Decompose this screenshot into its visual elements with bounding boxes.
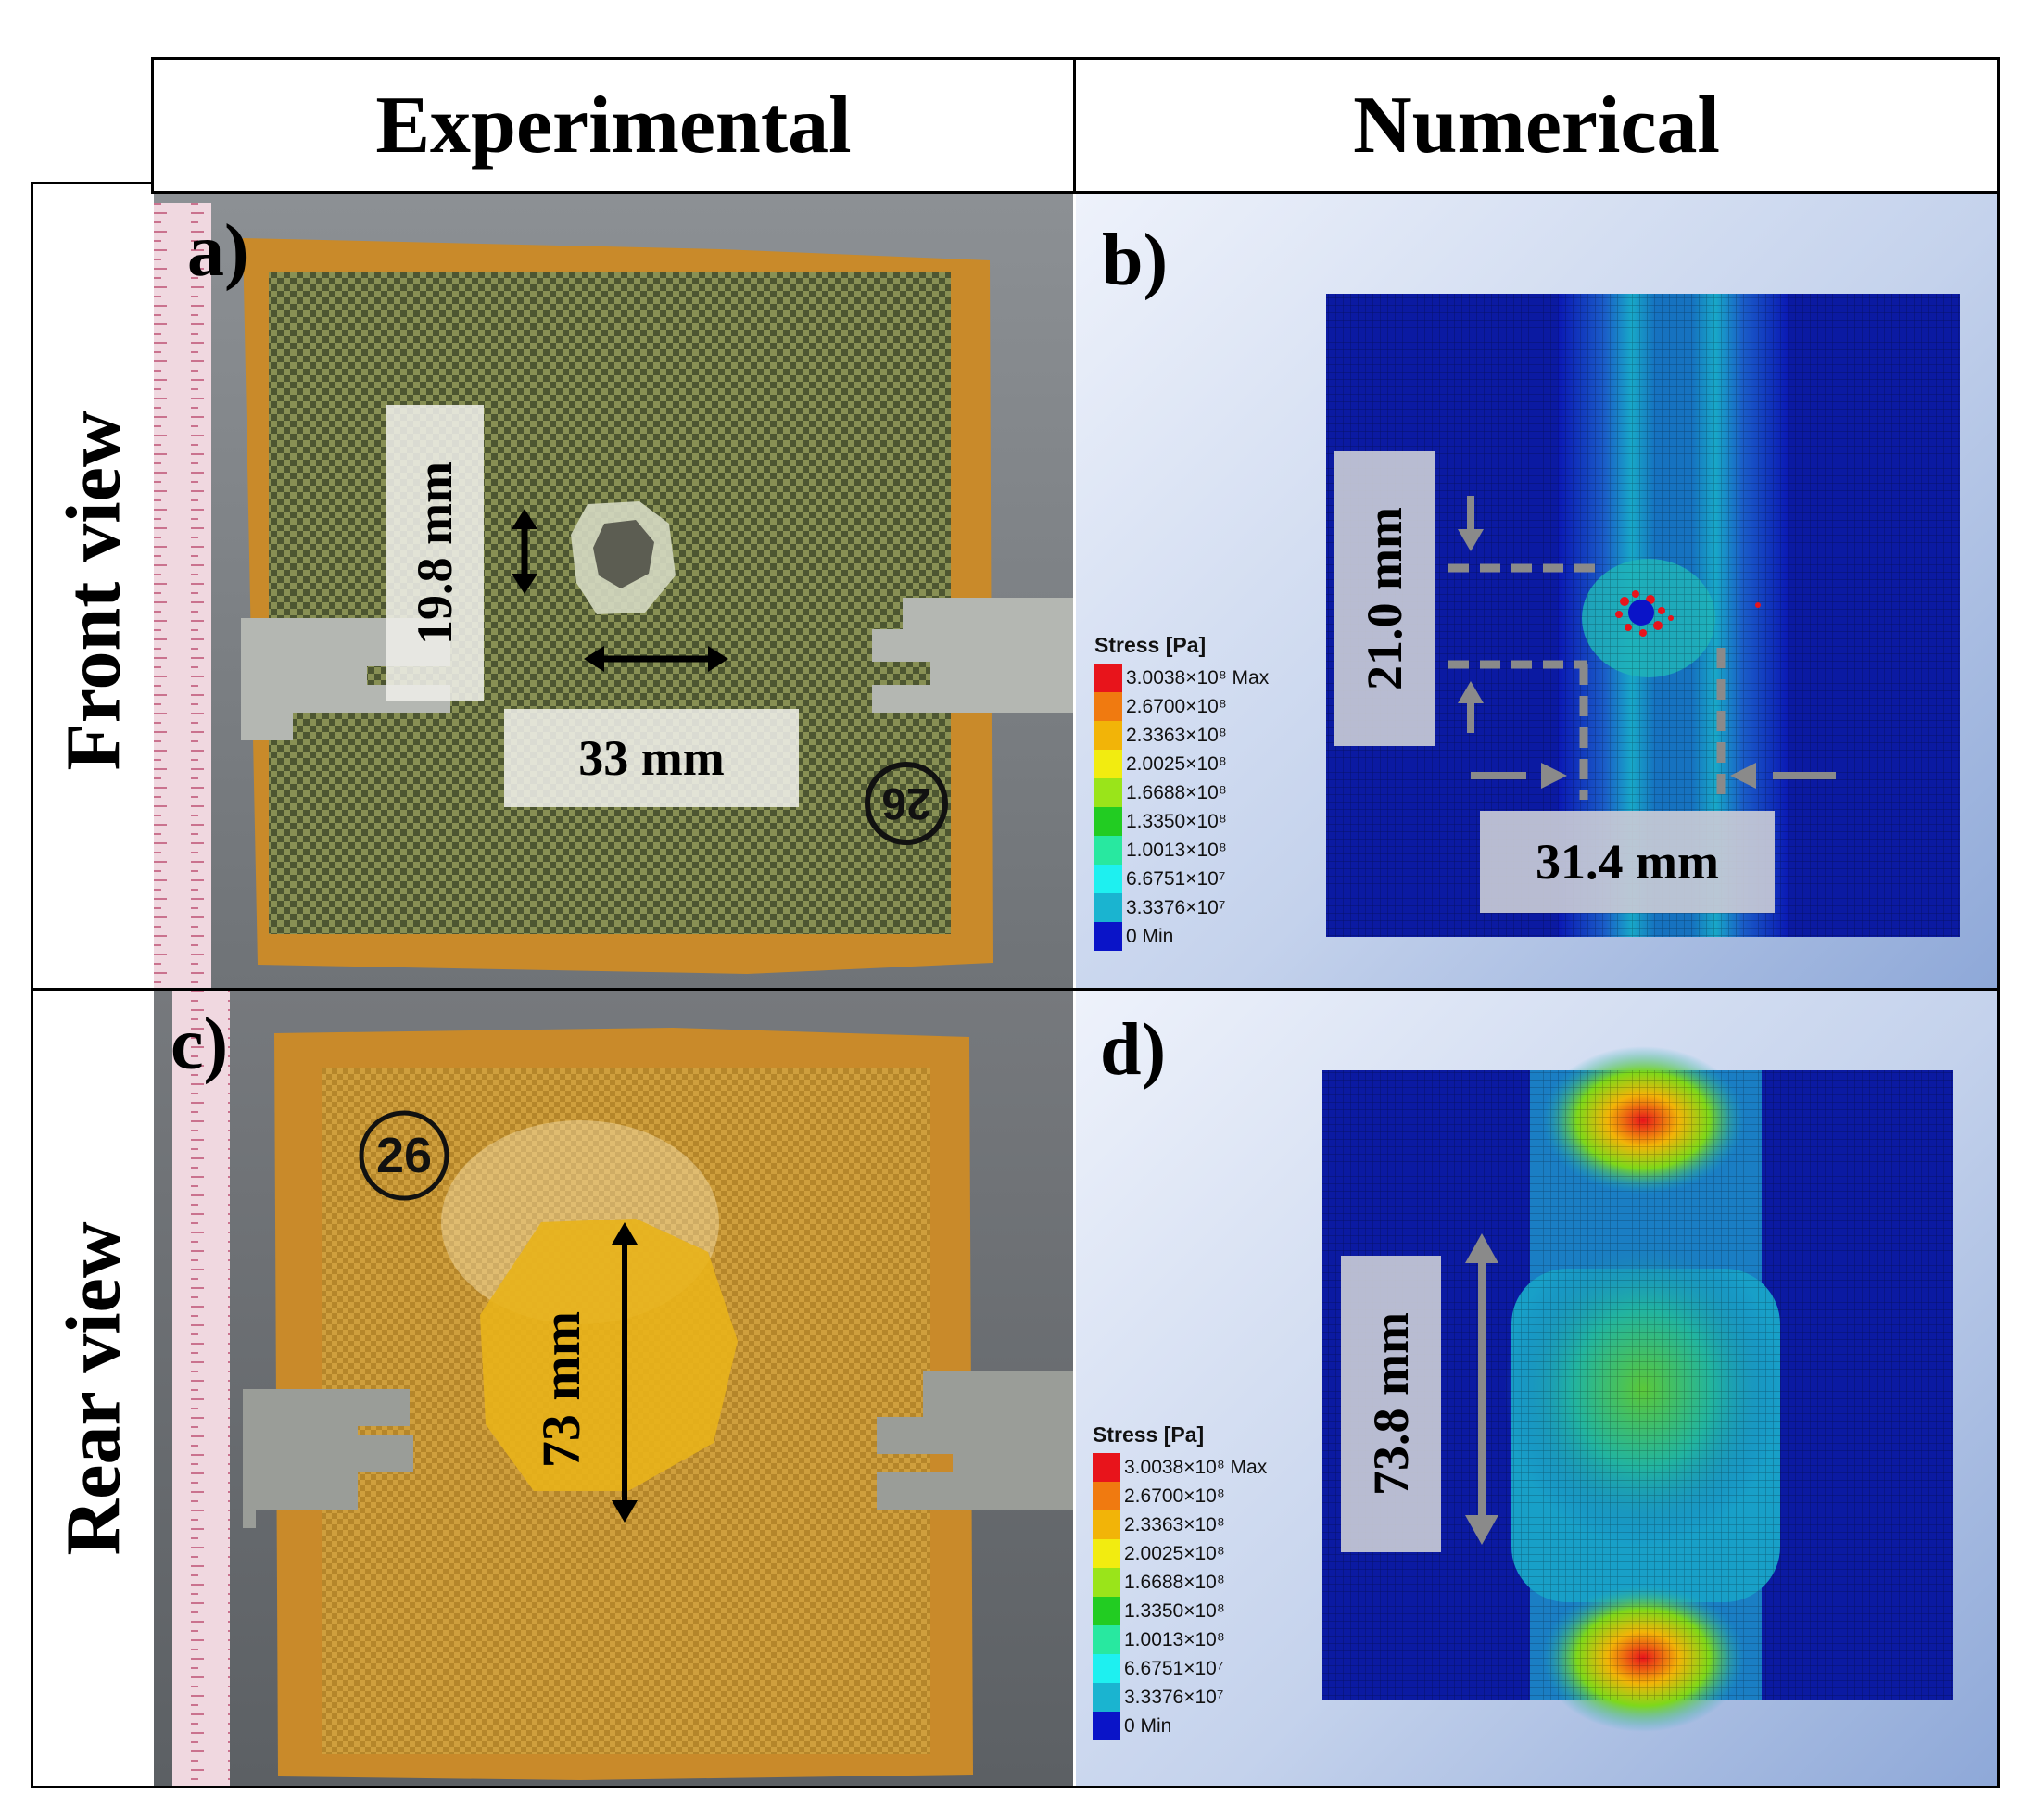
legend-row: 6.6751×10⁷ [1094, 865, 1269, 893]
legend-value: 0 Min [1124, 1714, 1172, 1737]
legend-value: 6.6751×10⁷ [1124, 1657, 1224, 1679]
legend-swatch [1093, 1625, 1120, 1654]
legend-swatch [1094, 778, 1122, 807]
legend-swatch [1094, 664, 1122, 692]
legend-value: 2.3363×10⁸ [1124, 1513, 1225, 1536]
legend-row: 2.3363×10⁸ [1094, 721, 1269, 750]
legend-swatch [1093, 1683, 1120, 1712]
column-header-numerical: Numerical [1353, 81, 1720, 171]
grid-line [151, 57, 154, 192]
measurement-vertical-b: 21.0 mm [1334, 451, 1435, 746]
panel-label-c: c) [171, 1004, 229, 1085]
grid-line [1073, 57, 1076, 192]
panel-b: b) 21.0 mm 31.4 mm Stress [Pa] 3.0038×10… [1076, 194, 1997, 988]
panel-c: 26 c) 73 mm [154, 991, 1073, 1786]
legend-swatch [1093, 1597, 1120, 1625]
legend-swatch [1094, 893, 1122, 922]
legend-row: 0 Min [1093, 1712, 1267, 1740]
specimen-number-mark: 26 [881, 778, 931, 828]
legend-value: 1.0013×10⁸ [1126, 839, 1227, 861]
legend-value: 1.6688×10⁸ [1124, 1571, 1225, 1593]
legend-value: 2.3363×10⁸ [1126, 724, 1227, 746]
row-header-front-cell: Front view [33, 194, 154, 988]
legend-swatch [1093, 1654, 1120, 1683]
legend-value: 0 Min [1126, 925, 1174, 947]
front-stress-contour [1326, 294, 1960, 937]
measurement-vertical-a: 19.8 mm [386, 405, 484, 701]
legend-swatch [1094, 692, 1122, 721]
legend-value: 6.6751×10⁷ [1126, 867, 1226, 890]
column-header-experimental: Experimental [375, 81, 852, 171]
grid-line [31, 182, 33, 1788]
measurement-horizontal-b: 31.4 mm [1480, 811, 1775, 913]
rear-specimen-photo [172, 991, 1073, 1786]
legend-value: 2.0025×10⁸ [1126, 752, 1227, 775]
legend-title: Stress [Pa] [1093, 1422, 1205, 1447]
legend-swatch [1094, 922, 1122, 951]
specimen-number-mark: 26 [375, 1128, 433, 1183]
grid-line [31, 182, 154, 184]
grid-line [151, 191, 1999, 194]
legend-swatch [1093, 1453, 1120, 1482]
stress-legend-b: Stress [Pa] 3.0038×10⁸ Max 2.6700×10⁸ 2.… [1094, 633, 1269, 951]
measurement-horizontal-a: 33 mm [504, 709, 799, 807]
legend-row: 2.3363×10⁸ [1093, 1510, 1267, 1539]
row-header-rear-cell: Rear view [33, 991, 154, 1786]
legend-value: 3.0038×10⁸ Max [1126, 666, 1270, 689]
legend-swatch [1093, 1539, 1120, 1568]
legend-row: 0 Min [1094, 922, 1269, 951]
legend-value: 3.3376×10⁷ [1126, 896, 1226, 918]
grid-line [1997, 57, 2000, 1788]
rear-stress-contour [1322, 1046, 1953, 1732]
legend-row: 1.0013×10⁸ [1094, 836, 1269, 865]
legend-title: Stress [Pa] [1094, 633, 1207, 657]
legend-swatch [1093, 1482, 1120, 1510]
legend-swatch [1094, 807, 1122, 836]
legend-row: 1.3350×10⁸ [1093, 1597, 1267, 1625]
front-specimen-photo [154, 203, 1073, 988]
grid-line [31, 1786, 1999, 1788]
stress-legend-d: Stress [Pa] 3.0038×10⁸ Max 2.6700×10⁸ 2.… [1093, 1422, 1267, 1740]
panel-label-d: d) [1100, 1009, 1167, 1091]
legend-row: 3.3376×10⁷ [1094, 893, 1269, 922]
legend-row: 3.3376×10⁷ [1093, 1683, 1267, 1712]
legend-value: 1.6688×10⁸ [1126, 781, 1227, 803]
legend-row: 2.6700×10⁸ [1094, 692, 1269, 721]
legend-row: 1.6688×10⁸ [1093, 1568, 1267, 1597]
legend-value: 2.6700×10⁸ [1124, 1485, 1225, 1507]
legend-row: 1.6688×10⁸ [1094, 778, 1269, 807]
measurement-vertical-d: 73.8 mm [1341, 1256, 1441, 1552]
legend-row: 2.0025×10⁸ [1093, 1539, 1267, 1568]
legend-row: 1.0013×10⁸ [1093, 1625, 1267, 1654]
panel-a: 26 a) 19.8 mm 33 mm [154, 194, 1073, 988]
legend-value: 2.0025×10⁸ [1124, 1542, 1225, 1564]
legend-row: 3.0038×10⁸ Max [1093, 1453, 1267, 1482]
legend-row: 2.0025×10⁸ [1094, 750, 1269, 778]
legend-row: 3.0038×10⁸ Max [1094, 664, 1269, 692]
legend-value: 3.0038×10⁸ Max [1124, 1456, 1268, 1478]
legend-swatch [1093, 1510, 1120, 1539]
grid-line [31, 988, 1999, 991]
row-header-front: Front view [50, 411, 137, 771]
legend-row: 2.6700×10⁸ [1093, 1482, 1267, 1510]
legend-swatch [1093, 1568, 1120, 1597]
panel-label-a: a) [187, 210, 249, 292]
legend-swatch [1093, 1712, 1120, 1740]
legend-swatch [1094, 721, 1122, 750]
row-header-rear: Rear view [50, 1221, 137, 1555]
panel-d: d) 73.8 mm Stress [Pa] 3.0038×10⁸ Max 2.… [1076, 991, 1997, 1786]
panel-label-b: b) [1102, 220, 1169, 301]
legend-swatch [1094, 750, 1122, 778]
legend-value: 1.3350×10⁸ [1124, 1599, 1225, 1622]
legend-row: 1.3350×10⁸ [1094, 807, 1269, 836]
legend-value: 1.0013×10⁸ [1124, 1628, 1225, 1650]
measurement-vertical-c: 73 mm [531, 1310, 592, 1468]
legend-swatch [1094, 836, 1122, 865]
legend-value: 3.3376×10⁷ [1124, 1686, 1224, 1708]
legend-value: 2.6700×10⁸ [1126, 695, 1227, 717]
legend-row: 6.6751×10⁷ [1093, 1654, 1267, 1683]
legend-value: 1.3350×10⁸ [1126, 810, 1227, 832]
legend-swatch [1094, 865, 1122, 893]
